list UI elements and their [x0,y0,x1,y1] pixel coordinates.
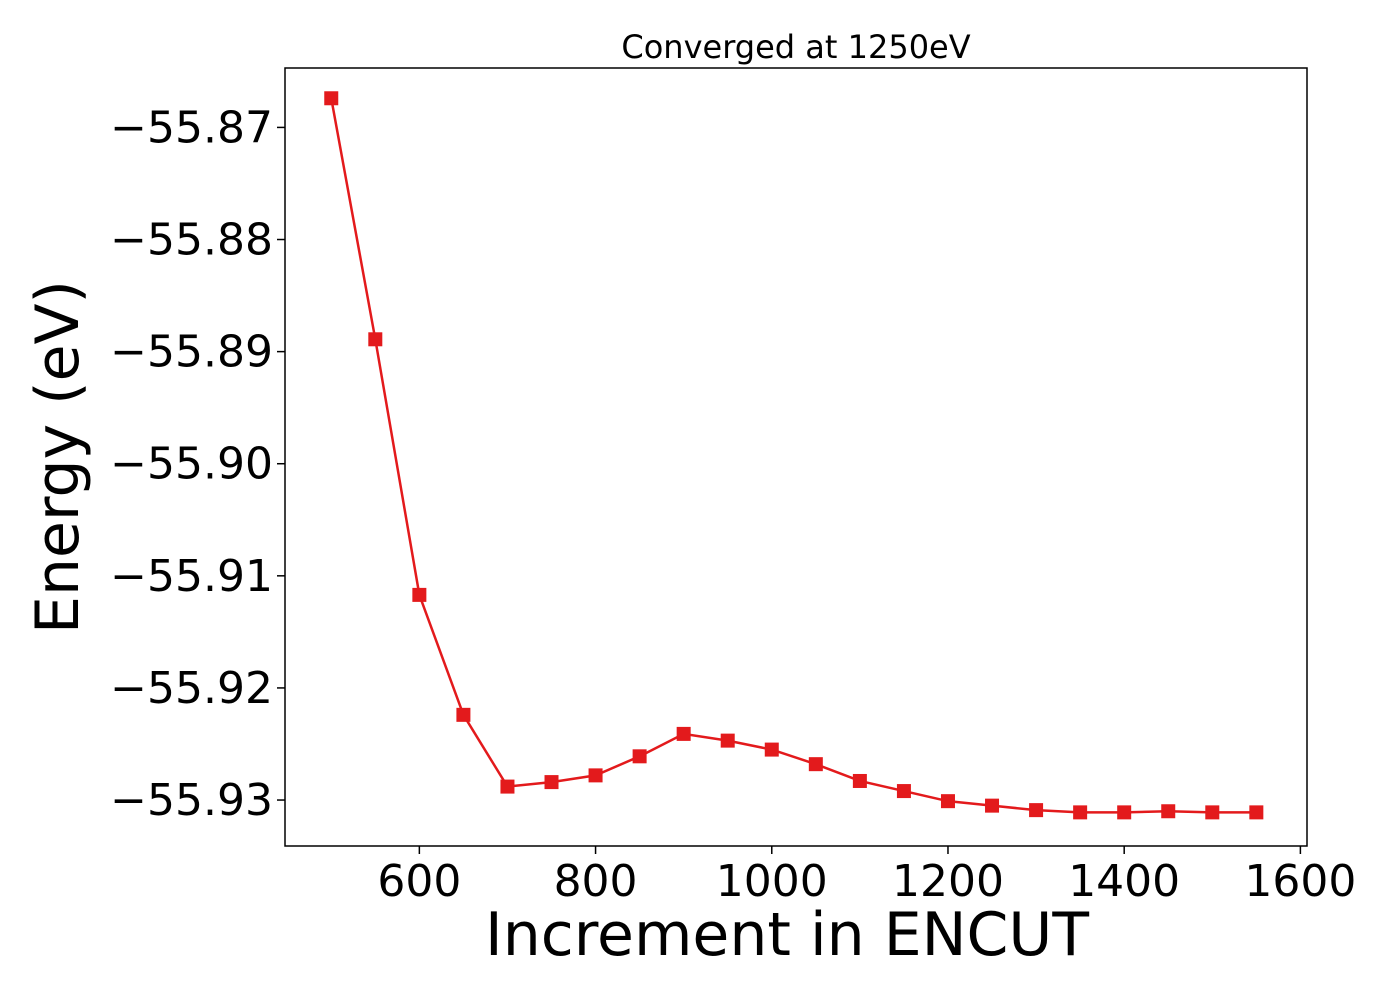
x-axis-label: Increment in ENCUT [485,900,1089,970]
y-axis: −55.87 −55.88 −55.89 −55.90 −55.91 −55.92 −55.… [110,102,285,826]
x-tick-label: 1600 [1244,856,1356,907]
data-point [324,91,338,105]
plot-area [285,68,1307,846]
data-point [1117,805,1131,819]
data-point [721,734,735,748]
y-tick-label: −55.90 [110,439,273,490]
x-axis: 600 800 1000 1200 1400 1600 [377,846,1356,907]
y-tick-label: −55.88 [110,215,273,266]
data-point [897,784,911,798]
data-point [500,780,514,794]
data-point [677,727,691,741]
data-point [1205,805,1219,819]
data-point [1161,804,1175,818]
data-point [368,332,382,346]
data-point [1249,805,1263,819]
series-line [331,98,1256,812]
data-point [1029,803,1043,817]
series-layer [324,91,1263,819]
data-point [1073,805,1087,819]
x-tick-label: 600 [377,856,461,907]
y-tick-label: −55.92 [110,663,273,714]
data-point [456,708,470,722]
data-point [941,794,955,808]
y-tick-label: −55.93 [110,775,273,826]
data-point [633,749,647,763]
data-point [545,775,559,789]
data-point [765,743,779,757]
data-point [589,768,603,782]
data-point [412,588,426,602]
data-point [809,757,823,771]
data-point [985,799,999,813]
y-axis-label: Energy (eV) [23,280,93,634]
chart-title: Converged at 1250eV [621,28,970,66]
y-tick-label: −55.89 [110,327,273,378]
y-tick-label: −55.91 [110,551,273,602]
data-point [853,774,867,788]
y-tick-label: −55.87 [110,102,273,153]
